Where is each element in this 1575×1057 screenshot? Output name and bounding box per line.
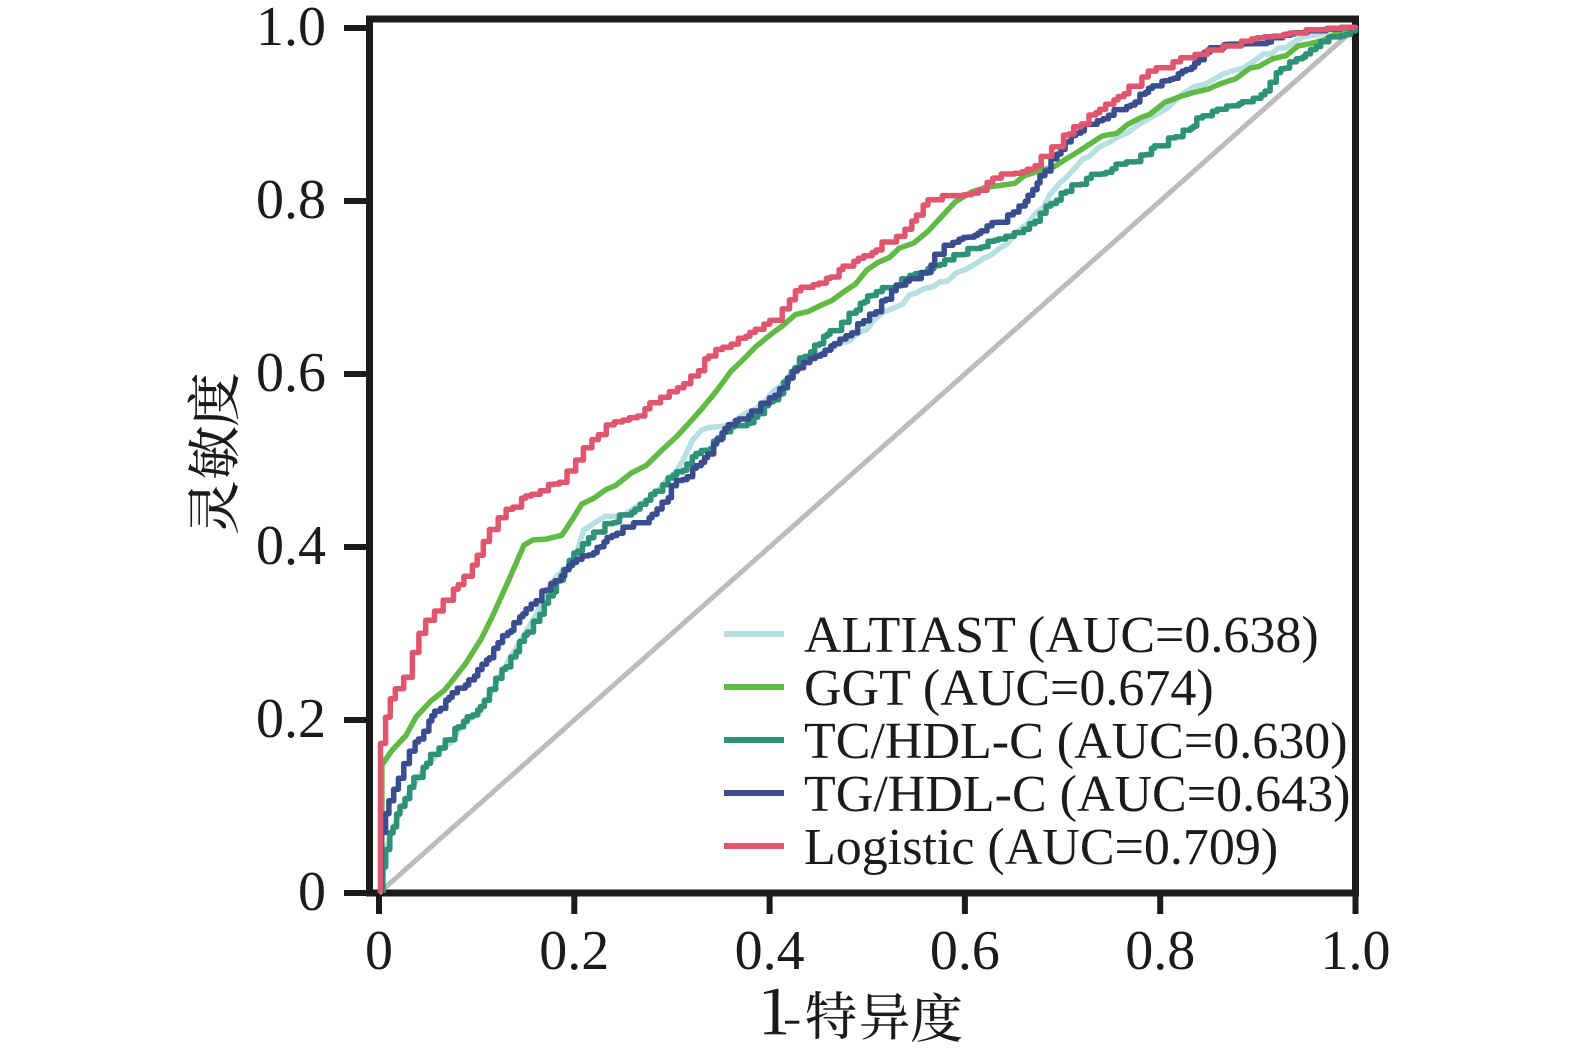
svg-text:0.6: 0.6 xyxy=(930,920,1000,982)
svg-text:0.4: 0.4 xyxy=(256,515,326,577)
svg-text:0.2: 0.2 xyxy=(256,688,326,750)
svg-text:0.4: 0.4 xyxy=(735,920,805,982)
svg-text:GGT (AUC=0.674): GGT (AUC=0.674) xyxy=(804,660,1214,717)
svg-text:0.2: 0.2 xyxy=(539,920,609,982)
svg-text:ALTIAST (AUC=0.638): ALTIAST (AUC=0.638) xyxy=(804,607,1319,664)
svg-text:0: 0 xyxy=(365,920,393,982)
svg-text:0: 0 xyxy=(298,861,326,923)
svg-text:0.8: 0.8 xyxy=(1125,920,1195,982)
svg-text:1.0: 1.0 xyxy=(1321,920,1391,982)
svg-text:0.6: 0.6 xyxy=(256,342,326,404)
svg-text:1.0: 1.0 xyxy=(256,0,326,58)
svg-text:0.8: 0.8 xyxy=(256,169,326,231)
svg-text:TC/HDL-C (AUC=0.630): TC/HDL-C (AUC=0.630) xyxy=(804,713,1348,770)
svg-text:TG/HDL-C (AUC=0.643): TG/HDL-C (AUC=0.643) xyxy=(804,766,1350,823)
svg-text:Logistic (AUC=0.709): Logistic (AUC=0.709) xyxy=(804,819,1278,876)
